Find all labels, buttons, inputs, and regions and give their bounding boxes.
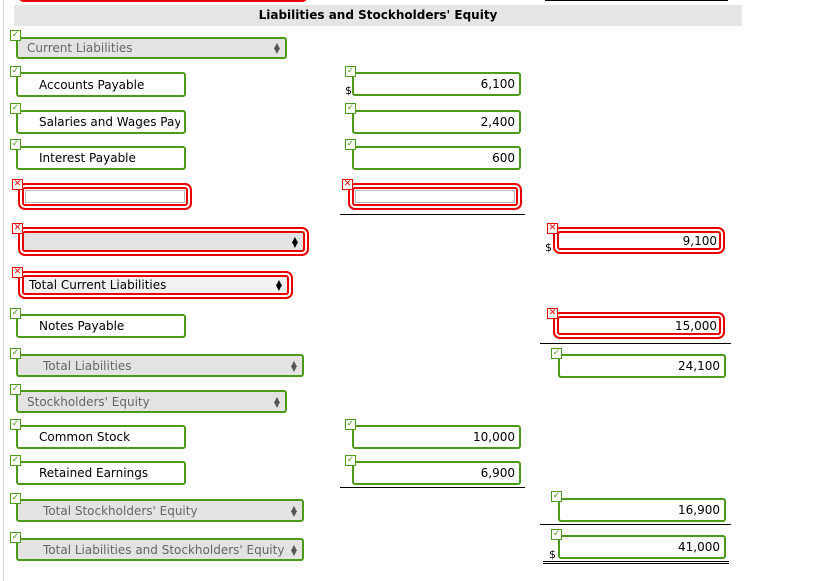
x-mark-icon: ✕ — [342, 179, 353, 190]
checkmark-icon: ✓ — [10, 455, 21, 466]
field-value: Interest Payable — [39, 151, 136, 165]
field-value: Accounts Payable — [39, 77, 145, 92]
checkmark-icon: ✓ — [10, 103, 21, 114]
select-value: Total Liabilities — [43, 358, 132, 373]
checkmark-icon: ✓ — [10, 348, 21, 359]
top-underline — [545, 0, 728, 1]
checkmark-icon: ✓ — [345, 66, 356, 77]
checkmark-icon: ✓ — [345, 103, 356, 114]
field-value: Salaries and Wages Pay — [39, 115, 180, 129]
select-value: Total Liabilities and Stockholders' Equi… — [43, 542, 285, 557]
current-liabilities-select[interactable]: Current Liabilities ▲ ▼ — [16, 37, 287, 59]
salaries-wages-payable-field[interactable]: Salaries and Wages Pay — [16, 110, 186, 134]
updown-arrow-icon: ▲ ▼ — [290, 503, 297, 518]
updown-arrow-icon: ▲ ▼ — [290, 542, 297, 557]
total-liabilities-select[interactable]: Total Liabilities ▲ ▼ — [16, 354, 304, 377]
checkmark-icon: ✓ — [345, 139, 356, 150]
dollar-sign: $ — [545, 241, 552, 254]
checkmark-icon: ✓ — [10, 30, 21, 41]
checkmark-icon: ✓ — [10, 493, 21, 504]
checkmark-icon: ✓ — [10, 419, 21, 430]
select-value — [33, 233, 299, 250]
updown-arrow-icon: ▲ ▼ — [291, 234, 298, 249]
select-value: Current Liabilities — [27, 41, 133, 55]
dollar-sign: $ — [549, 548, 556, 561]
x-mark-icon: ✕ — [12, 223, 23, 234]
x-mark-icon: ✕ — [547, 223, 558, 234]
checkmark-icon: ✓ — [10, 532, 21, 543]
checkmark-icon: ✓ — [10, 66, 21, 77]
amount-value: 6,900 — [480, 466, 515, 480]
x-mark-icon: ✕ — [12, 179, 23, 190]
common-stock-amount[interactable]: 10,000 — [352, 425, 521, 449]
subtotal-underline — [340, 487, 525, 488]
notes-payable-amount[interactable]: 15,000 — [555, 314, 723, 337]
section-header: Liabilities and Stockholders' Equity — [14, 5, 742, 26]
accounts-payable-amount[interactable]: 6,100 — [352, 72, 521, 96]
total-current-amount[interactable]: 9,100 — [555, 229, 723, 252]
empty-account-field[interactable] — [20, 185, 190, 208]
amount-value: 2,400 — [480, 115, 515, 129]
select-value: Total Current Liabilities — [29, 278, 167, 292]
total-liabilities-equity-amount[interactable]: 41,000 — [558, 535, 726, 559]
amount-value: 41,000 — [678, 540, 720, 554]
dollar-sign: $ — [345, 84, 352, 97]
total-liabilities-amount[interactable]: 24,100 — [558, 354, 726, 378]
updown-arrow-icon: ▲ ▼ — [273, 41, 280, 55]
amount-value: 9,100 — [682, 233, 717, 248]
common-stock-field[interactable]: Common Stock — [16, 425, 186, 449]
amount-value: 15,000 — [675, 318, 717, 333]
checkmark-icon: ✓ — [551, 491, 562, 502]
select-value: Stockholders' Equity — [27, 394, 150, 409]
amount-value: 6,100 — [480, 77, 515, 91]
subtotal-underline — [540, 343, 731, 344]
field-value: Notes Payable — [39, 319, 125, 333]
left-border — [3, 0, 4, 581]
checkmark-icon: ✓ — [10, 308, 21, 319]
checkmark-icon: ✓ — [345, 419, 356, 430]
empty-select[interactable]: ▲ ▼ — [20, 229, 307, 254]
double-underline-top — [543, 561, 729, 562]
amount-value: 24,100 — [678, 359, 720, 373]
checkmark-icon: ✓ — [345, 455, 356, 466]
x-mark-icon: ✕ — [547, 308, 558, 319]
field-value: Retained Earnings — [39, 466, 149, 480]
interest-payable-amount[interactable]: 600 — [352, 146, 521, 170]
updown-arrow-icon: ▲ ▼ — [275, 278, 282, 292]
subtotal-underline — [540, 524, 731, 525]
updown-arrow-icon: ▲ ▼ — [273, 394, 280, 409]
subtotal-underline — [340, 214, 525, 215]
interest-payable-field[interactable]: Interest Payable — [16, 146, 186, 170]
updown-arrow-icon: ▲ ▼ — [290, 358, 297, 373]
total-current-liabilities-select[interactable]: Total Current Liabilities ▲ ▼ — [20, 273, 291, 297]
amount-value: 16,900 — [678, 503, 720, 517]
field-value: Common Stock — [39, 430, 131, 444]
total-stockholders-equity-amount[interactable]: 16,900 — [558, 498, 726, 522]
amount-value: 10,000 — [473, 430, 515, 444]
retained-earnings-field[interactable]: Retained Earnings — [16, 461, 186, 485]
total-stockholders-equity-select[interactable]: Total Stockholders' Equity ▲ ▼ — [16, 499, 304, 522]
notes-payable-field[interactable]: Notes Payable — [16, 314, 186, 338]
checkmark-icon: ✓ — [551, 529, 562, 540]
checkmark-icon: ✓ — [10, 384, 21, 395]
stockholders-equity-select[interactable]: Stockholders' Equity ▲ ▼ — [16, 390, 287, 413]
salaries-wages-amount[interactable]: 2,400 — [352, 110, 521, 134]
accounts-payable-field[interactable]: Accounts Payable — [16, 72, 186, 97]
retained-earnings-amount[interactable]: 6,900 — [352, 461, 521, 485]
double-underline-bottom — [543, 563, 729, 564]
amount-value: 600 — [492, 151, 515, 165]
checkmark-icon: ✓ — [551, 348, 562, 359]
empty-amount-field[interactable] — [350, 185, 520, 208]
checkmark-icon: ✓ — [10, 139, 21, 150]
previous-field-error-border — [18, 0, 308, 2]
total-liabilities-equity-select[interactable]: Total Liabilities and Stockholders' Equi… — [16, 538, 304, 561]
x-mark-icon: ✕ — [12, 267, 23, 278]
select-value: Total Stockholders' Equity — [43, 503, 198, 518]
